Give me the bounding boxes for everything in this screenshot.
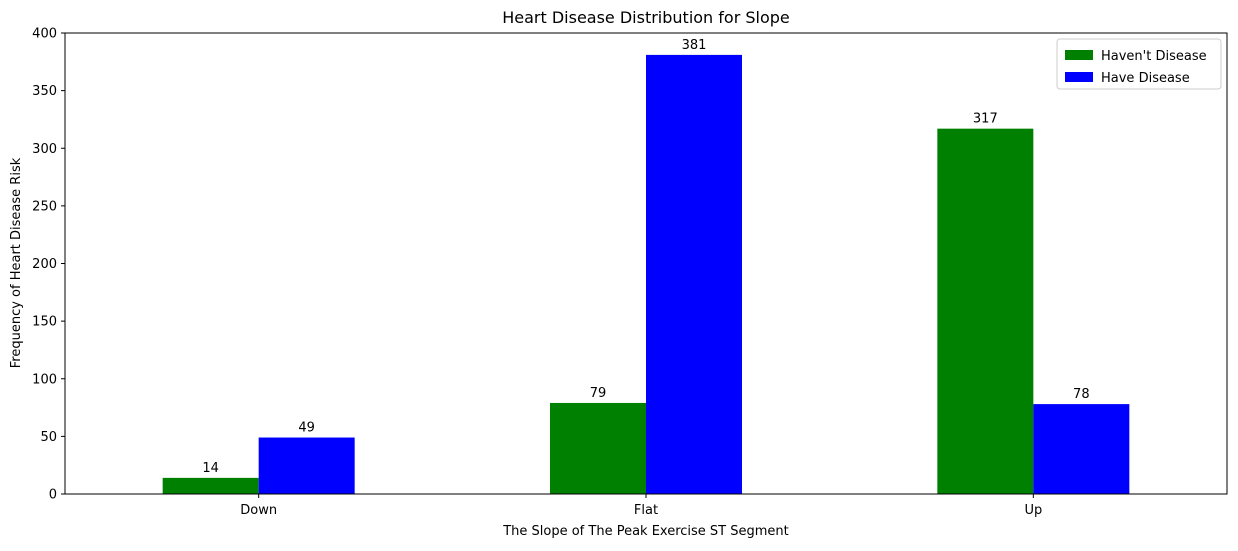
x-tick-label: Down xyxy=(240,503,277,518)
y-tick-label: 300 xyxy=(32,142,57,157)
data-label: 49 xyxy=(298,421,315,436)
y-tick-label: 50 xyxy=(40,430,57,445)
plot-area: 0 50 100 150 200 250 300 350 400 14 49 Down 79 381 Fla… xyxy=(32,27,1130,518)
bar xyxy=(1033,404,1130,494)
data-label: 78 xyxy=(1073,387,1090,402)
legend-label: Haven't Disease xyxy=(1101,49,1207,64)
legend-swatch xyxy=(1065,72,1093,82)
y-axis-label: Frequency of Heart Disease Risk xyxy=(9,157,24,368)
data-label: 381 xyxy=(682,38,707,53)
y-tick-label: 150 xyxy=(32,315,57,330)
x-tick-label: Flat xyxy=(634,503,658,518)
bar xyxy=(162,477,259,494)
legend: Haven't Disease Have Disease xyxy=(1056,38,1222,90)
data-label: 14 xyxy=(202,461,219,476)
data-label: 317 xyxy=(973,112,998,127)
y-tick-label: 400 xyxy=(32,27,57,42)
legend-label: Have Disease xyxy=(1101,71,1190,86)
legend-box xyxy=(1056,38,1222,90)
x-tick-label: Up xyxy=(1024,503,1042,518)
legend-swatch xyxy=(1065,50,1093,60)
y-tick-label: 250 xyxy=(32,199,57,214)
data-label: 79 xyxy=(590,386,607,401)
y-tick-label: 200 xyxy=(32,257,57,272)
axes-frame xyxy=(64,32,1228,495)
bar xyxy=(258,437,355,494)
y-tick-label: 350 xyxy=(32,84,57,99)
x-axis-label: The Slope of The Peak Exercise ST Segmen… xyxy=(502,524,789,539)
bar xyxy=(646,54,742,495)
bar xyxy=(937,128,1034,494)
bar xyxy=(550,402,646,494)
y-tick-label: 100 xyxy=(32,372,57,387)
y-tick-label: 0 xyxy=(49,488,57,503)
chart-title: Heart Disease Distribution for Slope xyxy=(502,8,790,27)
